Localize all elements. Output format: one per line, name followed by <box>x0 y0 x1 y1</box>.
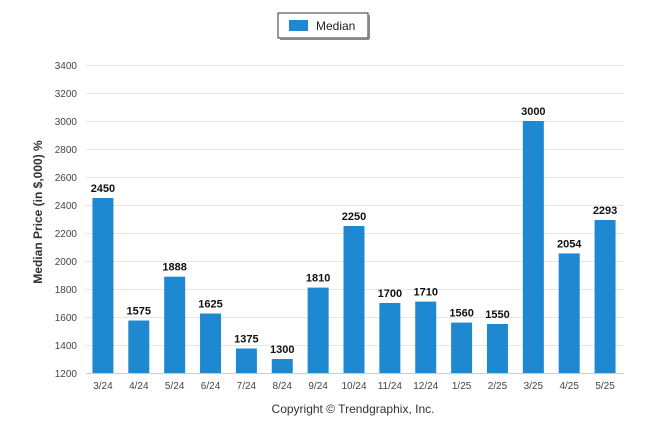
bar-value-label: 1700 <box>378 288 402 300</box>
bar <box>379 303 401 373</box>
y-tick-label: 1400 <box>55 341 78 352</box>
y-tick-label: 3000 <box>55 117 78 128</box>
bar <box>164 276 186 373</box>
bar-value-label: 1375 <box>234 334 258 346</box>
y-tick-label: 1200 <box>55 369 78 380</box>
bar-value-label: 1710 <box>413 287 437 299</box>
bar <box>558 253 580 373</box>
copyright-text: Copyright © Trendgraphix, Inc. <box>272 402 435 416</box>
bar-value-label: 2293 <box>593 205 617 217</box>
bars <box>92 121 616 373</box>
x-tick-label: 7/24 <box>237 381 257 392</box>
bar-value-label: 1888 <box>162 262 186 274</box>
x-tick-label: 5/25 <box>595 381 615 392</box>
y-tick-label: 2800 <box>55 145 78 156</box>
bar <box>486 324 508 373</box>
bar <box>235 348 257 373</box>
bar <box>271 359 293 373</box>
bar <box>200 313 222 373</box>
y-tick-label: 3400 <box>55 61 78 72</box>
x-tick-label: 9/24 <box>308 381 328 392</box>
x-tick-label: 4/24 <box>129 381 149 392</box>
x-tick-label: 3/24 <box>93 381 113 392</box>
bar <box>128 320 150 373</box>
x-tick-label: 4/25 <box>559 381 579 392</box>
bar-value-labels: 2450 1575 1888 1625 1375 1300 1810 2250 1700 1710… <box>91 106 618 356</box>
x-tick-label: 6/24 <box>201 381 221 392</box>
bar-value-label: 1550 <box>485 309 509 321</box>
bar-value-label: 3000 <box>521 106 545 118</box>
y-tick-label: 2400 <box>55 201 78 212</box>
y-axis-title: Median Price (in $,000) % <box>31 140 45 284</box>
bar-value-label: 1625 <box>198 299 222 311</box>
x-tick-label: 10/24 <box>341 381 366 392</box>
legend-label: Median <box>316 19 355 33</box>
bar-value-label: 2450 <box>91 183 115 195</box>
bar-value-label: 2054 <box>557 238 582 250</box>
bar <box>307 287 329 373</box>
x-tick-label: 5/24 <box>165 381 185 392</box>
bar-value-label: 1810 <box>306 273 330 285</box>
x-tick-label: 8/24 <box>273 381 293 392</box>
y-tick-label: 1800 <box>55 285 78 296</box>
bar <box>522 121 544 373</box>
bar-value-label: 1560 <box>449 308 473 320</box>
x-axis-tick-labels: 3/24 4/24 5/24 6/24 7/24 8/24 9/24 10/24 11/24 12… <box>93 381 615 392</box>
y-tick-label: 2000 <box>55 257 78 268</box>
bar <box>594 219 616 373</box>
x-tick-label: 2/25 <box>488 381 508 392</box>
legend-swatch <box>289 20 308 31</box>
y-tick-label: 3200 <box>55 89 78 100</box>
bar <box>92 198 114 373</box>
x-tick-label: 11/24 <box>378 381 403 392</box>
x-tick-label: 3/25 <box>524 381 544 392</box>
bar-value-label: 1300 <box>270 344 294 356</box>
y-tick-label: 2600 <box>55 173 78 184</box>
y-tick-label: 2200 <box>55 229 78 240</box>
y-axis-tick-labels: 1200 1400 1600 1800 2000 2200 2400 2600 2800 3000… <box>55 61 78 380</box>
y-tick-label: 1600 <box>55 313 78 324</box>
bar <box>415 301 437 373</box>
bar <box>343 226 365 373</box>
bar-value-label: 1575 <box>127 306 151 318</box>
bar-value-label: 2250 <box>342 211 366 223</box>
x-tick-label: 12/24 <box>413 381 438 392</box>
bar <box>451 322 473 373</box>
x-tick-label: 1/25 <box>452 381 472 392</box>
legend[interactable]: Median <box>277 12 370 40</box>
